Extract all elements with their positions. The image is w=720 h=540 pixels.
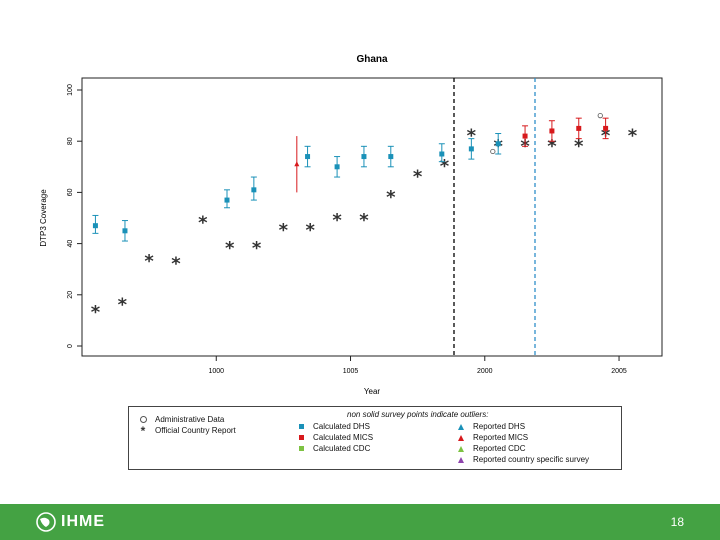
legend-label: Reported DHS [473,422,526,431]
square-marker-icon [295,424,307,429]
y-tick-label: 20 [67,291,74,299]
official-report-point: * [198,213,208,234]
official-report-point: * [574,136,584,157]
legend-item: Calculated DHS [295,422,370,431]
official-report-point: * [118,294,128,315]
legend-item: Calculated MICS [295,433,373,442]
official-report-point: * [440,156,450,177]
legend-item: Reported MICS [455,433,528,442]
legend-item: Reported DHS [455,422,525,431]
survey-point [576,125,582,131]
legend-label: Reported MICS [473,433,529,442]
official-report-point: * [547,136,557,157]
official-report-point: * [144,251,154,272]
legend-item: Reported country specific survey [455,455,589,464]
official-report-point: * [306,220,316,241]
square-marker-icon [295,446,307,451]
plot-frame [81,77,663,357]
survey-point [468,146,474,152]
admin-data-point [490,148,496,155]
survey-point [495,141,501,147]
legend-item: * Official Country Report [137,423,236,438]
survey-point [439,151,445,157]
survey-point [549,128,555,134]
legend-label: Calculated DHS [313,422,370,431]
legend-note: non solid survey points indicate outlier… [347,410,489,419]
survey-point [334,164,340,170]
x-tick-label: 1000 [208,368,224,375]
y-axis: 0 20 40 60 80 100 [67,84,82,348]
chart: Ghana 0 20 40 60 80 100 1000 1005 2000 2005 DTP3… [39,54,663,396]
x-axis: 1000 1005 2000 2005 [208,356,627,375]
official-report-point: * [91,302,101,323]
y-tick-label: 40 [67,240,74,248]
survey-point [361,154,367,160]
official-report-point: * [171,254,181,275]
legend-label: Calculated MICS [313,433,374,442]
survey-point [122,228,128,234]
survey-point [603,125,609,131]
y-axis-label: DTP3 Coverage [39,189,48,247]
logo-text: IHME [61,513,105,530]
reference-lines [453,78,536,356]
survey-point [224,197,230,203]
ihme-logo: IHME [36,512,105,532]
x-tick-label: 2000 [477,368,493,375]
footer-bar: IHME 18 [0,504,720,540]
official-report-point: * [359,210,369,231]
official-report-point: * [628,126,638,147]
official-report-point: * [332,210,342,231]
admin-data-point [597,113,603,119]
triangle-marker-icon [455,456,467,463]
legend-label: Official Country Report [155,426,236,435]
legend-label: Reported country specific survey [473,455,590,464]
legend-label: Reported CDC [473,444,526,453]
official-report-point: * [252,238,262,259]
triangle-marker-icon [455,445,467,452]
data-marks: ********************* [91,113,638,323]
globe-icon [36,512,56,532]
survey-point [522,133,528,139]
y-tick-label: 0 [67,344,74,348]
official-report-point: * [279,220,289,241]
y-tick-label: 60 [67,188,74,196]
square-marker-icon [295,435,307,440]
official-report-point: * [225,238,235,259]
legend-item: Reported CDC [455,444,525,453]
survey-point [388,154,394,160]
official-report-point: * [386,187,396,208]
survey-point [251,187,257,193]
x-tick-label: 1005 [343,368,359,375]
circle-marker-icon [137,416,149,423]
legend-item: Calculated CDC [295,444,370,453]
triangle-marker-icon [455,423,467,430]
chart-title: Ghana [356,54,388,65]
legend-label: Calculated CDC [313,444,371,453]
legend-item: Administrative Data [137,415,224,424]
legend-label: Administrative Data [155,415,225,424]
x-axis-label: Year [364,387,381,396]
triangle-marker-icon [455,434,467,441]
reported-point [294,161,300,167]
y-tick-label: 100 [67,84,74,96]
star-marker-icon: * [140,423,146,438]
official-report-point: * [467,126,477,147]
survey-point [92,223,98,229]
y-tick-label: 80 [67,137,74,145]
legend: non solid survey points indicate outlier… [128,406,622,470]
x-tick-label: 2005 [611,368,627,375]
official-report-point: * [413,166,423,187]
page-number: 18 [670,515,684,529]
survey-point [305,154,311,160]
